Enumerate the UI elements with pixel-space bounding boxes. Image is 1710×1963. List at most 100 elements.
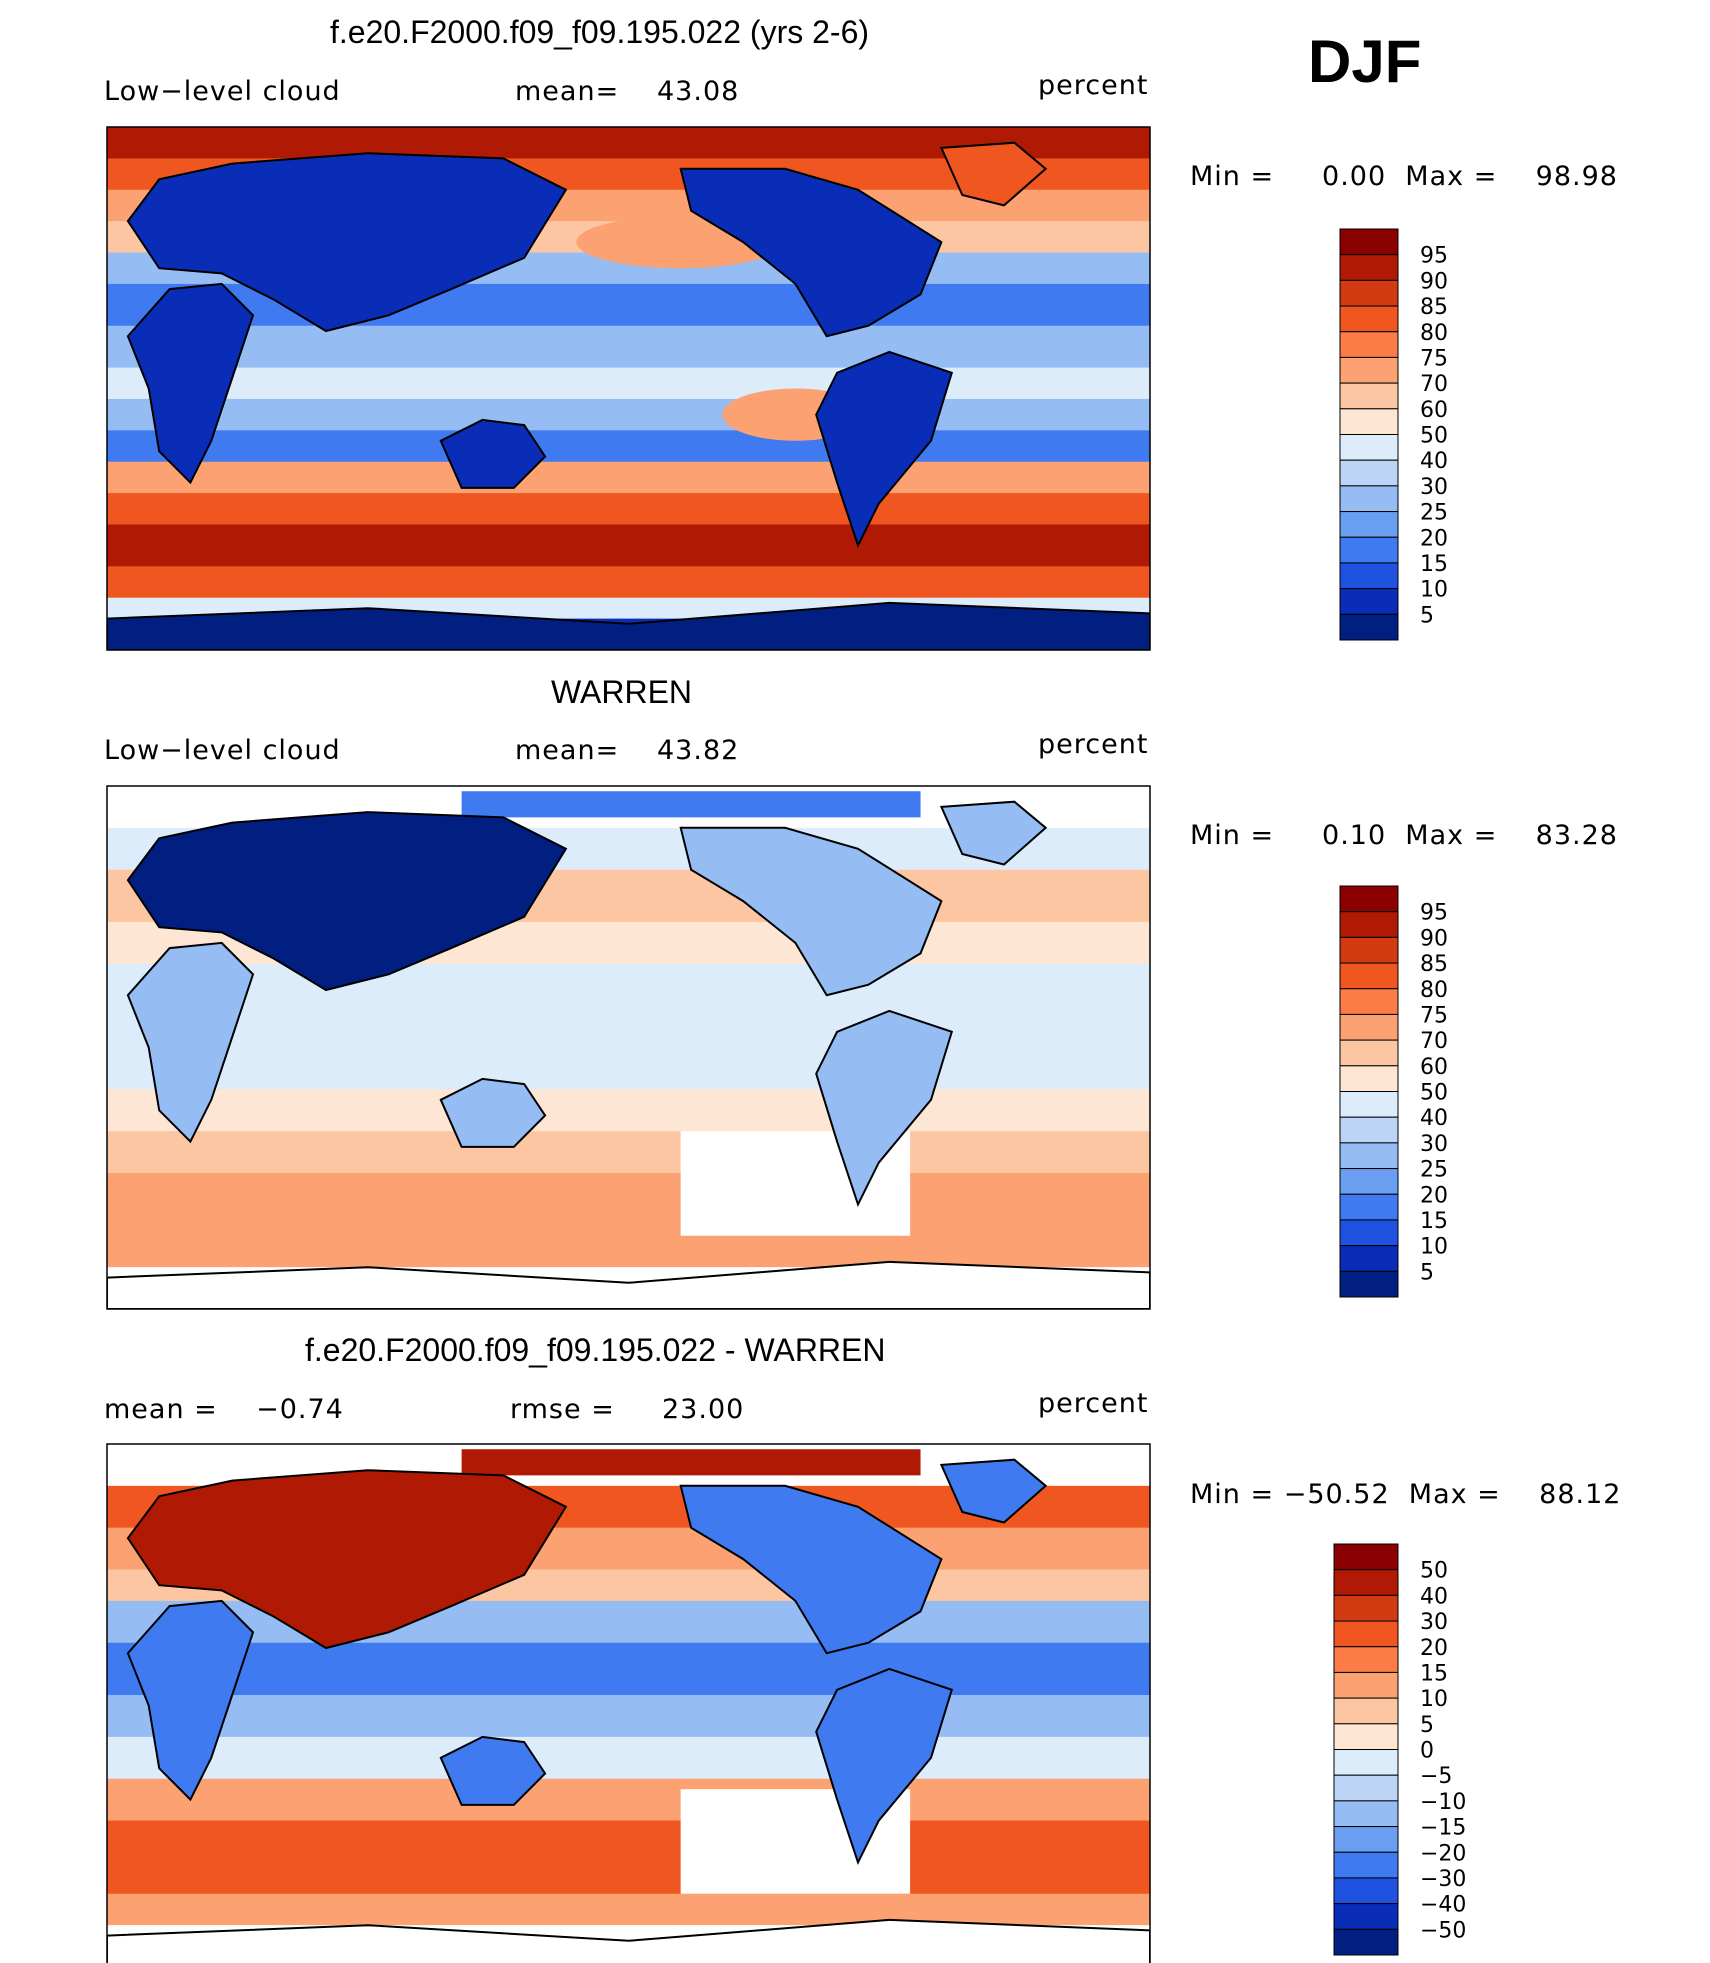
- shading-band: [107, 566, 1150, 599]
- continent-eurasia: [126, 152, 568, 333]
- map-panel-1: [106, 126, 1151, 651]
- colorbar-swatch: [1339, 356, 1399, 384]
- panel-1-unit: percent: [1038, 70, 1149, 101]
- colorbar-tick-label: 25: [1420, 1158, 1448, 1183]
- shading-band: [107, 367, 1150, 400]
- colorbar-tick-label: 5: [1420, 1713, 1434, 1738]
- shading-band: [107, 1173, 1150, 1237]
- colorbar-swatch: [1339, 254, 1399, 281]
- shading-band: [107, 1026, 1150, 1091]
- colorbar-swatch: [1339, 988, 1399, 1015]
- colorbar-swatch: [1333, 1543, 1399, 1571]
- colorbar-tick-label: −40: [1420, 1893, 1466, 1918]
- colorbar-swatch: [1339, 536, 1399, 564]
- colorbar-swatch: [1339, 1091, 1399, 1118]
- colorbar-swatch: [1333, 1800, 1399, 1828]
- colorbar-tick-label: 95: [1420, 901, 1448, 926]
- colorbar-tick-label: 50: [1420, 424, 1448, 449]
- shading-band: [107, 1736, 1150, 1780]
- colorbar-swatch: [1339, 434, 1399, 461]
- shading-band: [107, 398, 1150, 432]
- colorbar-tick-label: −5: [1420, 1764, 1452, 1789]
- colorbar-tick-label: 95: [1420, 244, 1448, 269]
- panel-3-unit: percent: [1038, 1388, 1149, 1419]
- colorbar-tick-label: 75: [1420, 346, 1448, 371]
- colorbar-swatch: [1333, 1569, 1399, 1596]
- colorbar-tick-label: −15: [1420, 1816, 1466, 1841]
- map-frame: [106, 785, 1151, 1310]
- colorbar-swatch: [1339, 911, 1399, 938]
- colorbar-tick-label: 20: [1420, 526, 1448, 551]
- colorbar-tick-label: −20: [1420, 1841, 1466, 1866]
- continent-antarctica: [107, 1260, 1150, 1309]
- colorbar-swatch: [1333, 1774, 1399, 1802]
- panel-2-title: WARREN: [551, 674, 693, 710]
- colorbar-swatch: [1339, 408, 1399, 435]
- panel-2-unit: percent: [1038, 729, 1149, 760]
- colorbar-swatch: [1339, 1013, 1399, 1041]
- continent-africa: [126, 1599, 255, 1802]
- colorbar-tick-label: 30: [1420, 1132, 1448, 1157]
- continent-australia: [439, 1735, 547, 1806]
- colorbar-tick-label: 85: [1420, 295, 1448, 320]
- shading-band: [107, 1642, 1150, 1697]
- continent-greenland: [939, 141, 1048, 207]
- map-frame: [106, 126, 1151, 651]
- shading-band: [107, 1089, 1150, 1133]
- continent-africa: [126, 941, 255, 1144]
- colorbar-tick-label: 90: [1420, 269, 1448, 294]
- shading-band: [107, 1131, 1150, 1175]
- panel-1-mean-value: 43.08: [657, 76, 740, 107]
- colorbar-tick-label: 10: [1420, 578, 1448, 603]
- shading-band: [107, 430, 1150, 463]
- colorbar-tick-label: 40: [1420, 1584, 1448, 1609]
- continent-antarctica: [107, 601, 1150, 650]
- continent-antarctica: [107, 1918, 1150, 1963]
- colorbar-swatch: [1333, 1851, 1399, 1879]
- colorbar-tick-label: 25: [1420, 501, 1448, 526]
- colorbar-swatch: [1339, 1270, 1399, 1298]
- shading-band: [107, 325, 1150, 369]
- panel-1-title: f.e20.F2000.f09_f09.195.022 (yrs 2-6): [330, 14, 870, 50]
- colorbar-tick-label: 15: [1420, 1661, 1448, 1686]
- colorbar-tick-label: 50: [1420, 1081, 1448, 1106]
- shading-band: [107, 1778, 1150, 1822]
- colorbar-tick-label: 10: [1420, 1235, 1448, 1260]
- colorbar-tick-label: −30: [1420, 1867, 1466, 1892]
- colorbar-tick-label: 5: [1420, 603, 1434, 628]
- colorbar-swatch: [1339, 936, 1399, 964]
- panel-2-mean-value: 43.82: [657, 735, 740, 766]
- panel-2-mean-label: mean=: [515, 735, 620, 766]
- colorbar-swatch: [1333, 1594, 1399, 1622]
- colorbar-tick-label: 20: [1420, 1183, 1448, 1208]
- panel-3-minmax: Min = −50.52 Max = 88.12: [1190, 1479, 1622, 1510]
- colorbar-tick-label: 75: [1420, 1003, 1448, 1028]
- colorbar-tick-label: 15: [1420, 1209, 1448, 1234]
- colorbar-tick-label: 10: [1420, 1687, 1448, 1712]
- panel-3-rmse-label: rmse =: [510, 1394, 615, 1425]
- colorbar-swatch: [1339, 228, 1399, 256]
- continent-north-america: [679, 167, 943, 338]
- continent-north-america: [679, 826, 943, 997]
- continent-south-america: [815, 350, 954, 549]
- panel-2-variable: Low−level cloud: [104, 735, 341, 766]
- colorbar-swatch: [1339, 1142, 1399, 1170]
- colorbar-swatch: [1339, 885, 1399, 913]
- continent-africa: [126, 282, 255, 485]
- continent-south-america: [815, 1009, 954, 1208]
- colorbar-tick-label: 80: [1420, 978, 1448, 1003]
- continent-north-america: [679, 1484, 943, 1655]
- colorbar-swatch: [1339, 382, 1399, 410]
- colorbar-swatch: [1339, 1039, 1399, 1067]
- panel-1-variable: Low−level cloud: [104, 76, 341, 107]
- season-label: DJF: [1308, 28, 1422, 95]
- map-panel-2: [106, 785, 1151, 1310]
- colorbar-swatch: [1339, 1245, 1399, 1272]
- panel-1-minmax: Min = 0.00 Max = 98.98: [1190, 161, 1618, 192]
- colorbar-swatch: [1339, 511, 1399, 538]
- colorbar-swatch: [1339, 613, 1399, 641]
- panel-3-mean: mean = −0.74: [104, 1394, 344, 1425]
- colorbar-swatch: [1333, 1671, 1399, 1699]
